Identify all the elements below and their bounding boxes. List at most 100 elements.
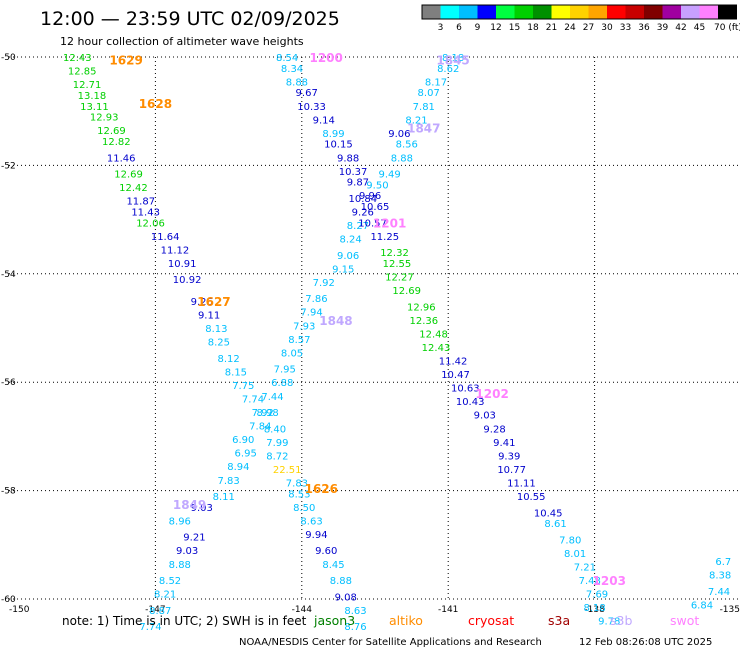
scale-swatch [422,5,441,19]
scale-swatch [570,5,589,19]
wave-height-value: 8.21 [154,590,176,601]
wave-height-value: 8.88 [169,560,191,571]
wave-height-value: 6.90 [232,435,254,446]
pass-number-label: 1848 [319,314,352,328]
wave-height-value: 12.71 [73,80,102,91]
scale-label: 45 [694,23,705,33]
wave-height-value: 22.51 [273,465,302,476]
wave-height-value: 12.06 [136,218,165,229]
scale-label: 39 [657,23,669,33]
wave-height-value: 7.80 [559,535,581,546]
wave-height-value: 7.95 [274,365,296,376]
chart-subtitle: 12 hour collection of altimeter wave hei… [60,35,304,48]
wave-height-value: 7.75 [232,381,254,392]
wave-height-value: 8.62 [437,64,459,75]
wave-height-value: 9.14 [313,115,335,126]
wave-height-value: 8.24 [339,235,361,246]
wave-height-value: 8.07 [418,88,440,99]
wave-height-value: 12.27 [385,273,414,284]
wave-height-value: 9.06 [337,251,359,262]
wave-height-value: 11.11 [507,478,536,489]
wave-height-value: 10.45 [534,508,563,519]
wave-height-value: 11.46 [107,153,136,164]
mission-swot: swot [670,613,699,628]
wave-height-value: 10.33 [297,102,326,113]
wave-height-value: 8.12 [217,354,239,365]
wave-height-value: 7.74 [139,622,161,633]
wave-height-value: 8.63 [300,516,322,527]
wave-height-value: 12.43 [63,53,92,64]
mission-jason3: jason3 [313,613,355,628]
scale-swatch [496,5,515,19]
mission-s3b: s3b [610,613,632,628]
wave-height-value: 12.48 [419,329,448,340]
wave-height-value: 9.26 [191,297,213,308]
wave-height-value: 7.84 [249,422,271,433]
scale-label: 6 [456,23,462,33]
scale-label: 24 [564,23,576,33]
wave-height-value: 12.42 [119,183,148,194]
pass-number-label: 1200 [309,51,342,65]
wave-height-value: 10.92 [173,275,202,286]
wave-height-value: 9.60 [315,546,337,557]
wave-height-value: 12.82 [102,137,131,148]
pass-number-label: 1202 [475,387,508,401]
x-tick-label: -141 [438,605,458,615]
pass-number-label: 1201 [373,216,406,230]
scale-swatch [459,5,478,19]
credit-text: NOAA/NESDIS Center for Satellite Applica… [239,637,542,648]
wave-height-value: 9.49 [379,170,401,181]
y-tick-label: -54 [1,270,16,280]
wave-height-value: 11.25 [370,232,399,243]
scale-swatch [477,5,496,19]
scale-label: 18 [527,23,539,33]
x-tick-label: -135 [720,605,740,615]
y-tick-label: -60 [1,595,16,605]
pass-number-label: 1847 [407,121,440,135]
wave-height-value: 9.06 [388,129,410,140]
wave-height-value: 11.12 [161,245,190,256]
wave-height-value: 8.88 [286,77,308,88]
wave-height-value: 8.45 [322,560,344,571]
wave-height-value: 8.63 [344,606,366,617]
pass-labels: 1629 1628 1627 1626 1200 1845 1847 1201 1848 1202… [109,51,626,588]
wave-height-value: 8.38 [709,571,731,582]
wave-height-value: 12.36 [409,316,438,327]
wave-height-value: 12.69 [114,170,143,181]
scale-label: 36 [638,23,650,33]
pass-number-label: 1629 [109,54,142,68]
wave-height-value: 8.25 [208,338,230,349]
scale-label: 21 [546,23,557,33]
mission-legend: jason3 altiko cryosat s3a s3b swot [313,613,699,628]
scale-swatch [514,5,533,19]
wave-height-value: 8.52 [159,576,181,587]
mission-s3a: s3a [548,613,570,628]
wave-height-value: 12.69 [392,286,421,297]
scale-swatch [681,5,700,19]
scale-label: 70 (ft) [714,23,740,33]
scale-frame [421,4,737,20]
scale-label: 30 [601,23,613,33]
x-tick-label: -150 [9,605,30,615]
wave-height-value: 9.50 [366,180,388,191]
wave-height-value: 8.54 [276,53,298,64]
wave-height-value: 10.55 [517,492,546,503]
wave-height-value: 9.88 [337,153,359,164]
wave-height-value: 8.88 [391,153,413,164]
wave-height-value: 9.41 [493,438,515,449]
wave-height-value: 8.61 [544,519,566,530]
wave-height-value: 6.95 [235,449,257,460]
scale-label: 33 [620,23,631,33]
wave-height-value: 11.64 [151,232,180,243]
wave-height-value: 12.55 [383,259,412,270]
wave-height-value: 8.56 [396,140,418,151]
pass-number-label: 1626 [305,482,338,496]
wave-height-value: 11.43 [131,207,160,218]
wave-height-value: 9.03 [176,546,198,557]
wave-height-value: 9.11 [198,310,220,321]
wave-height-value: 8.13 [205,324,227,335]
wave-height-value: 9.03 [474,411,496,422]
wave-height-value: 7.99 [266,438,288,449]
wave-height-value: 6.88 [271,378,293,389]
